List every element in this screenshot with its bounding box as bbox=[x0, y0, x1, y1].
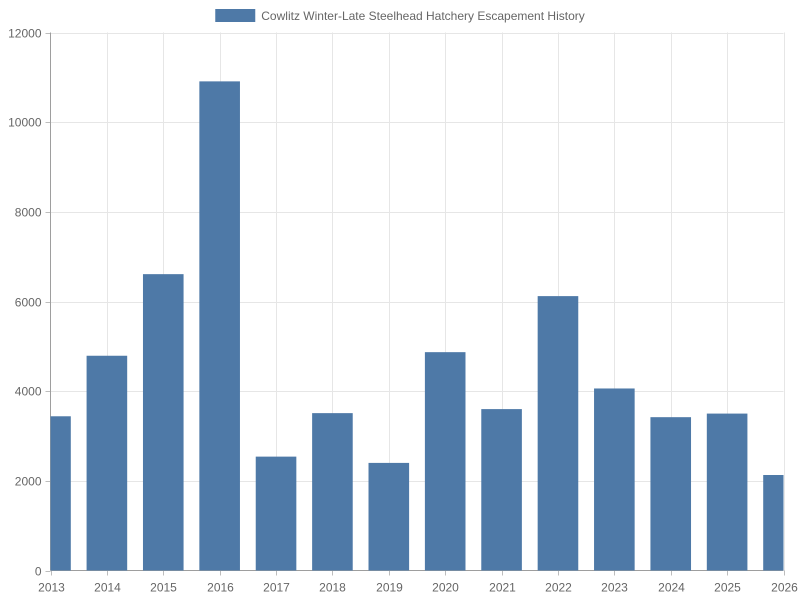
x-tick-label: 2022 bbox=[545, 581, 572, 595]
bar-2016[interactable] bbox=[199, 81, 240, 571]
y-tick-label: 6000 bbox=[15, 296, 42, 310]
bar-2025[interactable] bbox=[706, 413, 748, 571]
bar-2026[interactable] bbox=[763, 475, 800, 571]
x-tick-label: 2024 bbox=[658, 581, 685, 595]
bar-2013[interactable] bbox=[30, 416, 71, 571]
x-tick-label: 2026 bbox=[771, 581, 798, 595]
y-tick-label: 10000 bbox=[8, 116, 42, 130]
bar-2015[interactable] bbox=[142, 274, 184, 571]
x-tick-label: 2014 bbox=[94, 581, 121, 595]
bar-2022[interactable] bbox=[537, 296, 579, 571]
bar-2024[interactable] bbox=[650, 417, 692, 571]
x-tick-labels: 2013 2014 2015 2016 2017 2018 2019 2020 2021 2022… bbox=[38, 581, 798, 595]
bar-2017[interactable] bbox=[255, 456, 297, 571]
x-tick-label: 2023 bbox=[601, 581, 628, 595]
y-tick-label: 2000 bbox=[15, 475, 42, 489]
bar-2021[interactable] bbox=[481, 409, 522, 571]
x-tick-label: 2019 bbox=[376, 581, 403, 595]
y-tick-label: 8000 bbox=[15, 206, 42, 220]
x-tick-label: 2025 bbox=[714, 581, 741, 595]
bars bbox=[30, 81, 800, 571]
x-tick-label: 2013 bbox=[38, 581, 65, 595]
y-tick-labels: 0 2000 4000 6000 8000 10000 12000 bbox=[8, 27, 42, 579]
legend-label[interactable]: Cowlitz Winter-Late Steelhead Hatchery E… bbox=[261, 9, 584, 23]
x-tick-label: 2018 bbox=[319, 581, 346, 595]
bar-2014[interactable] bbox=[86, 355, 128, 571]
x-tick-label: 2016 bbox=[207, 581, 234, 595]
x-tick-label: 2020 bbox=[432, 581, 459, 595]
bar-2019[interactable] bbox=[368, 462, 410, 571]
legend[interactable]: Cowlitz Winter-Late Steelhead Hatchery E… bbox=[215, 9, 585, 23]
bar-2018[interactable] bbox=[312, 413, 353, 571]
bar-2020[interactable] bbox=[424, 352, 466, 571]
x-tick-label: 2015 bbox=[150, 581, 177, 595]
x-tick-label: 2017 bbox=[263, 581, 290, 595]
x-tick-label: 2021 bbox=[489, 581, 516, 595]
y-tick-label: 4000 bbox=[15, 385, 42, 399]
y-tick-label: 0 bbox=[35, 565, 42, 579]
bar-2023[interactable] bbox=[594, 388, 635, 571]
y-tick-label: 12000 bbox=[8, 27, 42, 41]
legend-swatch[interactable] bbox=[215, 9, 256, 22]
